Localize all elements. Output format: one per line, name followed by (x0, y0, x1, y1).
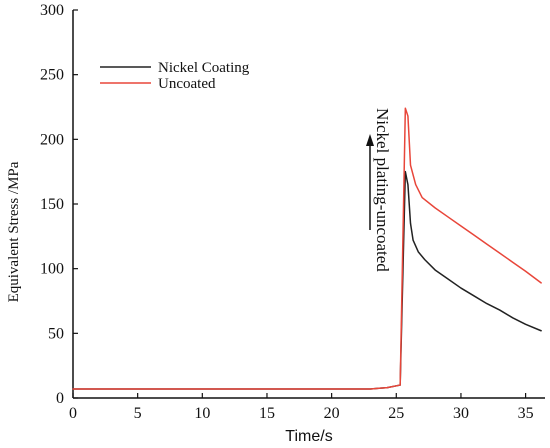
x-tick-label: 20 (324, 405, 340, 422)
legend: Nickel Coating Uncoated (100, 60, 250, 92)
y-tick-label: 200 (40, 131, 64, 148)
x-tick-label: 35 (518, 405, 534, 422)
x-tick-label: 25 (388, 405, 404, 422)
y-ticks: 0 50 100 150 200 250 300 (40, 2, 78, 407)
annotation-arrow-head (366, 134, 374, 146)
x-tick-label: 5 (134, 405, 142, 422)
series-line-uncoated (72, 107, 542, 390)
legend-label-nickel-coating: Nickel Coating (158, 60, 250, 76)
x-tick-label: 30 (453, 405, 469, 422)
annotation: Nickel plating-uncoated (366, 108, 392, 272)
x-axis-title: Time/s (285, 428, 332, 445)
x-tick-label: 0 (69, 405, 77, 422)
x-ticks: 0 5 10 15 20 25 30 35 (69, 393, 534, 422)
y-tick-label: 150 (40, 196, 64, 213)
y-tick-label: 100 (40, 261, 64, 278)
y-tick-label: 50 (48, 325, 64, 342)
legend-label-uncoated: Uncoated (158, 76, 216, 92)
y-tick-label: 0 (56, 390, 64, 407)
series-group (72, 107, 542, 390)
y-tick-label: 250 (40, 67, 64, 84)
x-tick-label: 10 (194, 405, 210, 422)
x-tick-label: 15 (259, 405, 275, 422)
y-axis-title: Equivalent Stress /MPa (6, 161, 22, 302)
y-tick-label: 300 (40, 2, 64, 19)
annotation-label: Nickel plating-uncoated (373, 108, 392, 272)
